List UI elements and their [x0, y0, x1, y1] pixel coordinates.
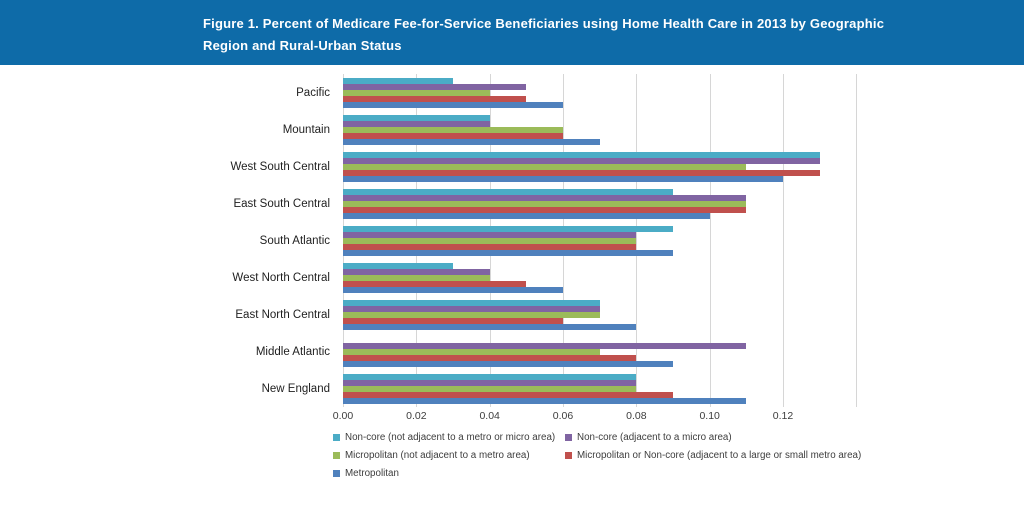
gridline — [709, 74, 711, 407]
bar — [343, 164, 747, 170]
legend-label: Non-core (not adjacent to a metro or mic… — [345, 432, 556, 443]
x-tick-label: 0.12 — [772, 410, 794, 422]
region-row — [343, 111, 864, 148]
bar — [343, 232, 637, 238]
figure-title: Figure 1. Percent of Medicare Fee-for-Se… — [203, 13, 923, 57]
bar — [343, 152, 820, 158]
bar — [343, 195, 747, 201]
bar — [343, 176, 783, 182]
plot-area — [343, 74, 864, 407]
y-axis-label: New England — [261, 382, 330, 395]
bar — [343, 115, 490, 121]
y-axis-label: West South Central — [230, 160, 330, 173]
bar — [343, 133, 563, 139]
legend-label: Micropolitan or Non-core (adjacent to a … — [577, 450, 862, 461]
figure-title-line1: Figure 1. Percent of Medicare Fee-for-Se… — [203, 16, 885, 31]
region-row — [343, 259, 864, 296]
bar — [343, 287, 563, 293]
legend-item: Metropolitan — [333, 467, 565, 480]
bar — [343, 380, 637, 386]
figure-header-band: Figure 1. Percent of Medicare Fee-for-Se… — [0, 0, 1024, 65]
gridline — [856, 74, 858, 407]
gridline — [636, 74, 638, 407]
y-axis-labels: Pacific Mountain West South Central East So… — [0, 74, 337, 407]
bar — [343, 121, 490, 127]
region-row — [343, 222, 864, 259]
bar — [343, 343, 747, 349]
x-tick-label: 0.06 — [552, 410, 574, 422]
bar — [343, 306, 600, 312]
bar — [343, 158, 820, 164]
legend-label: Metropolitan — [345, 468, 399, 479]
bar — [343, 269, 490, 275]
x-tick-label: 0.02 — [406, 410, 427, 422]
y-axis-label: Mountain — [282, 123, 330, 136]
bar — [343, 392, 673, 398]
y-axis-label: South Atlantic — [259, 234, 330, 247]
legend-item: Micropolitan (not adjacent to a metro ar… — [333, 449, 565, 462]
bar — [343, 312, 600, 318]
bar — [343, 398, 747, 404]
legend-label: Non-core (adjacent to a micro area) — [577, 432, 732, 443]
bar — [343, 201, 747, 207]
x-tick-label: 0.10 — [699, 410, 720, 422]
bar — [343, 139, 600, 145]
bar — [343, 213, 710, 219]
x-tick-label: 0.04 — [479, 410, 500, 422]
y-axis-label: East South Central — [233, 197, 330, 210]
y-axis-label: West North Central — [232, 271, 330, 284]
region-row — [343, 74, 864, 111]
bar — [343, 170, 820, 176]
y-axis-label: East North Central — [235, 308, 330, 321]
bar — [343, 318, 563, 324]
legend-swatch — [565, 434, 572, 441]
bar — [343, 96, 527, 102]
bar — [343, 281, 527, 287]
bar — [343, 250, 673, 256]
gridline — [783, 74, 784, 407]
region-row — [343, 333, 864, 370]
x-axis-labels: 0.00 0.02 0.04 0.06 0.08 0.10 0.12 — [333, 410, 864, 424]
region-row — [343, 148, 864, 185]
bar — [343, 189, 673, 195]
bar — [343, 78, 453, 84]
bar — [343, 324, 637, 330]
bar — [343, 374, 637, 380]
legend-item: Non-core (adjacent to a micro area) — [565, 431, 861, 444]
bar — [343, 386, 637, 392]
region-row — [343, 185, 864, 222]
figure-title-line2: Region and Rural-Urban Status — [203, 38, 402, 53]
legend-item: Non-core (not adjacent to a metro or mic… — [333, 431, 565, 444]
legend-label: Micropolitan (not adjacent to a metro ar… — [345, 450, 530, 461]
bar — [343, 244, 637, 250]
bar — [343, 127, 563, 133]
x-tick-label: 0.08 — [626, 410, 647, 422]
legend-item: Micropolitan or Non-core (adjacent to a … — [565, 449, 861, 462]
bar — [343, 355, 637, 361]
legend-swatch — [333, 452, 340, 459]
bar — [343, 238, 637, 244]
region-row — [343, 296, 864, 333]
region-row — [343, 370, 864, 407]
legend-swatch — [565, 452, 572, 459]
bar — [343, 226, 673, 232]
bar — [343, 207, 747, 213]
bar — [343, 263, 453, 269]
y-axis-label: Middle Atlantic — [255, 345, 330, 358]
y-axis-label: Pacific — [296, 86, 330, 99]
bar — [343, 300, 600, 306]
bar — [343, 275, 490, 281]
bar — [343, 361, 673, 367]
legend: Non-core (not adjacent to a metro or mic… — [333, 431, 861, 480]
bar — [343, 102, 563, 108]
bar — [343, 84, 527, 90]
x-tick-label: 0.00 — [332, 410, 354, 422]
legend-swatch — [333, 434, 340, 441]
legend-swatch — [333, 470, 340, 477]
bar — [343, 90, 490, 96]
bar — [343, 349, 600, 355]
